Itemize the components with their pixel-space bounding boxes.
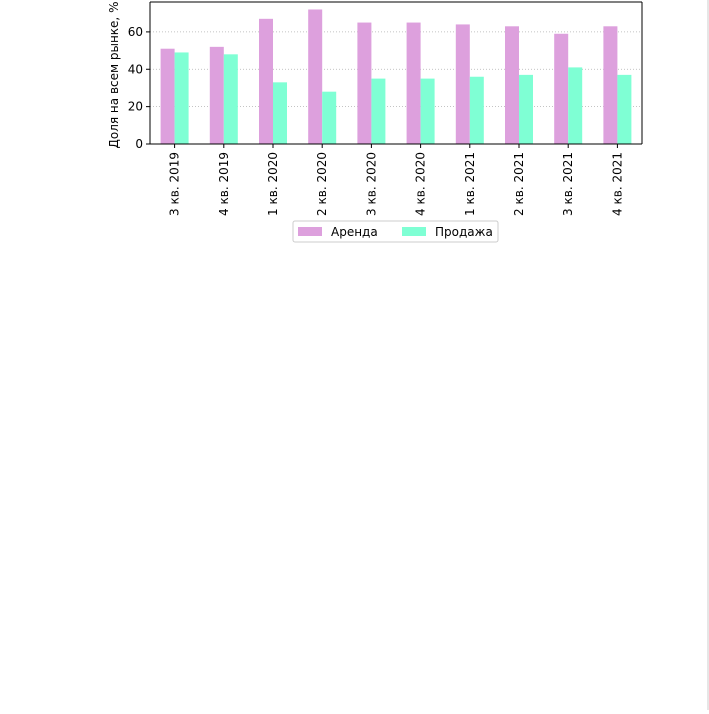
legend-swatch-prodazha bbox=[402, 227, 426, 236]
bar bbox=[603, 26, 618, 144]
bar bbox=[273, 82, 287, 144]
bar bbox=[322, 91, 337, 144]
bars bbox=[160, 9, 632, 145]
legend-label-prodazha: Продажа bbox=[435, 225, 493, 239]
legend: Аренда Продажа bbox=[292, 220, 499, 243]
x-tick-label: 4 кв. 2019 bbox=[217, 152, 231, 216]
y-axis-label: Доля на всем рынке, % bbox=[107, 2, 121, 149]
x-tick-label: 1 кв. 2021 bbox=[463, 152, 477, 216]
x-tick-label: 1 кв. 2020 bbox=[266, 152, 280, 216]
legend-box bbox=[292, 220, 499, 243]
y-tick-label: 0 bbox=[135, 137, 143, 151]
bar bbox=[505, 26, 519, 144]
x-tick-label: 2 кв. 2021 bbox=[512, 152, 526, 216]
x-tick-label: 4 кв. 2021 bbox=[610, 152, 624, 216]
bar bbox=[357, 22, 372, 145]
bar bbox=[617, 74, 632, 144]
y-tick-label: 20 bbox=[128, 100, 143, 114]
bar bbox=[519, 74, 533, 144]
legend-swatch-arenda bbox=[298, 227, 322, 236]
bar bbox=[160, 48, 175, 144]
bar bbox=[469, 76, 484, 144]
bar bbox=[554, 33, 569, 145]
x-tick-label: 2 кв. 2020 bbox=[315, 152, 329, 216]
bar bbox=[455, 24, 470, 145]
legend-label-arenda: Аренда bbox=[331, 225, 378, 239]
axes bbox=[149, 1, 643, 145]
bar bbox=[308, 9, 323, 145]
bar bbox=[174, 52, 189, 144]
x-ticks: 3 кв. 2019 4 кв. 2019 1 кв. 2020 2 кв. 2020… bbox=[168, 144, 624, 216]
bar bbox=[223, 54, 238, 144]
x-tick-label: 3 кв. 2020 bbox=[364, 152, 378, 216]
bar bbox=[568, 67, 583, 144]
y-tick-label: 40 bbox=[128, 62, 143, 76]
y-tick-label: 60 bbox=[128, 25, 143, 39]
x-tick-label: 3 кв. 2019 bbox=[168, 152, 182, 216]
page-edge bbox=[707, 0, 709, 710]
bar bbox=[406, 22, 421, 145]
y-ticks: 0 20 40 60 bbox=[128, 25, 150, 151]
x-tick-label: 3 кв. 2021 bbox=[561, 152, 575, 216]
x-tick-label: 4 кв. 2020 bbox=[414, 152, 428, 216]
bar bbox=[420, 78, 435, 144]
bar bbox=[371, 78, 386, 144]
bar bbox=[209, 46, 224, 145]
bar bbox=[259, 18, 273, 145]
